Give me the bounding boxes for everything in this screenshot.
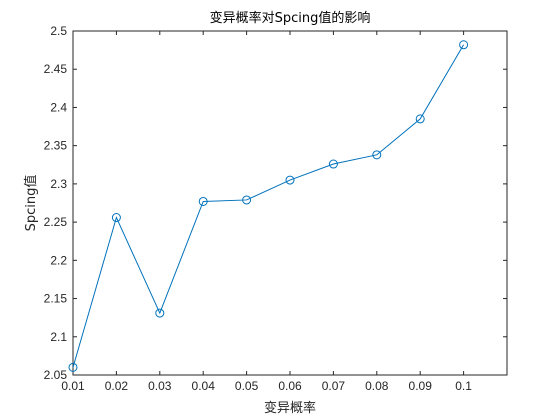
series-layer bbox=[68, 40, 469, 372]
x-tick-label: 0.05 bbox=[235, 379, 259, 393]
y-tick-label: 2.15 bbox=[44, 292, 68, 306]
x-tick-label: 0.09 bbox=[409, 379, 433, 393]
x-axis-label: 变异概率 bbox=[264, 400, 316, 416]
data-point-marker bbox=[415, 114, 425, 124]
x-tick-label: 0.06 bbox=[278, 379, 302, 393]
y-tick-label: 2.45 bbox=[44, 62, 68, 76]
x-tick-label: 0.03 bbox=[148, 379, 172, 393]
y-tick-label: 2.05 bbox=[44, 368, 68, 382]
data-point-marker bbox=[111, 213, 121, 223]
x-tick-label: 0.04 bbox=[192, 379, 216, 393]
y-tick-label: 2.35 bbox=[44, 139, 68, 153]
data-point-marker bbox=[155, 308, 165, 318]
y-tick-label: 2.3 bbox=[50, 177, 67, 191]
x-tick-label: 0.08 bbox=[365, 379, 389, 393]
y-tick-label: 2.1 bbox=[50, 330, 67, 344]
y-tick-label: 2.25 bbox=[44, 215, 68, 229]
chart-title: 变异概率对Spcing值的影响 bbox=[210, 10, 371, 26]
x-tick-label: 0.02 bbox=[105, 379, 129, 393]
axis-ticks: 0.01 0.02 0.03 0.04 0.05 0.06 0.07 0.08 0.09 0.1 2… bbox=[44, 24, 507, 393]
x-tick-label: 0.1 bbox=[455, 379, 472, 393]
data-point-marker bbox=[328, 159, 338, 169]
y-tick-label: 2.2 bbox=[50, 253, 67, 267]
plot-area bbox=[72, 30, 508, 376]
data-point-marker bbox=[372, 150, 382, 160]
data-point-marker bbox=[198, 196, 208, 206]
y-axis-label: Spcing值 bbox=[23, 175, 39, 232]
data-point-marker bbox=[68, 362, 78, 372]
y-tick-label: 2.5 bbox=[50, 24, 67, 38]
data-point-marker bbox=[285, 175, 295, 185]
x-tick-label: 0.01 bbox=[61, 379, 85, 393]
x-tick-label: 0.07 bbox=[322, 379, 346, 393]
data-point-marker bbox=[459, 40, 469, 50]
series-line bbox=[72, 44, 465, 368]
data-point-marker bbox=[242, 195, 252, 205]
y-tick-label: 2.4 bbox=[50, 100, 67, 114]
